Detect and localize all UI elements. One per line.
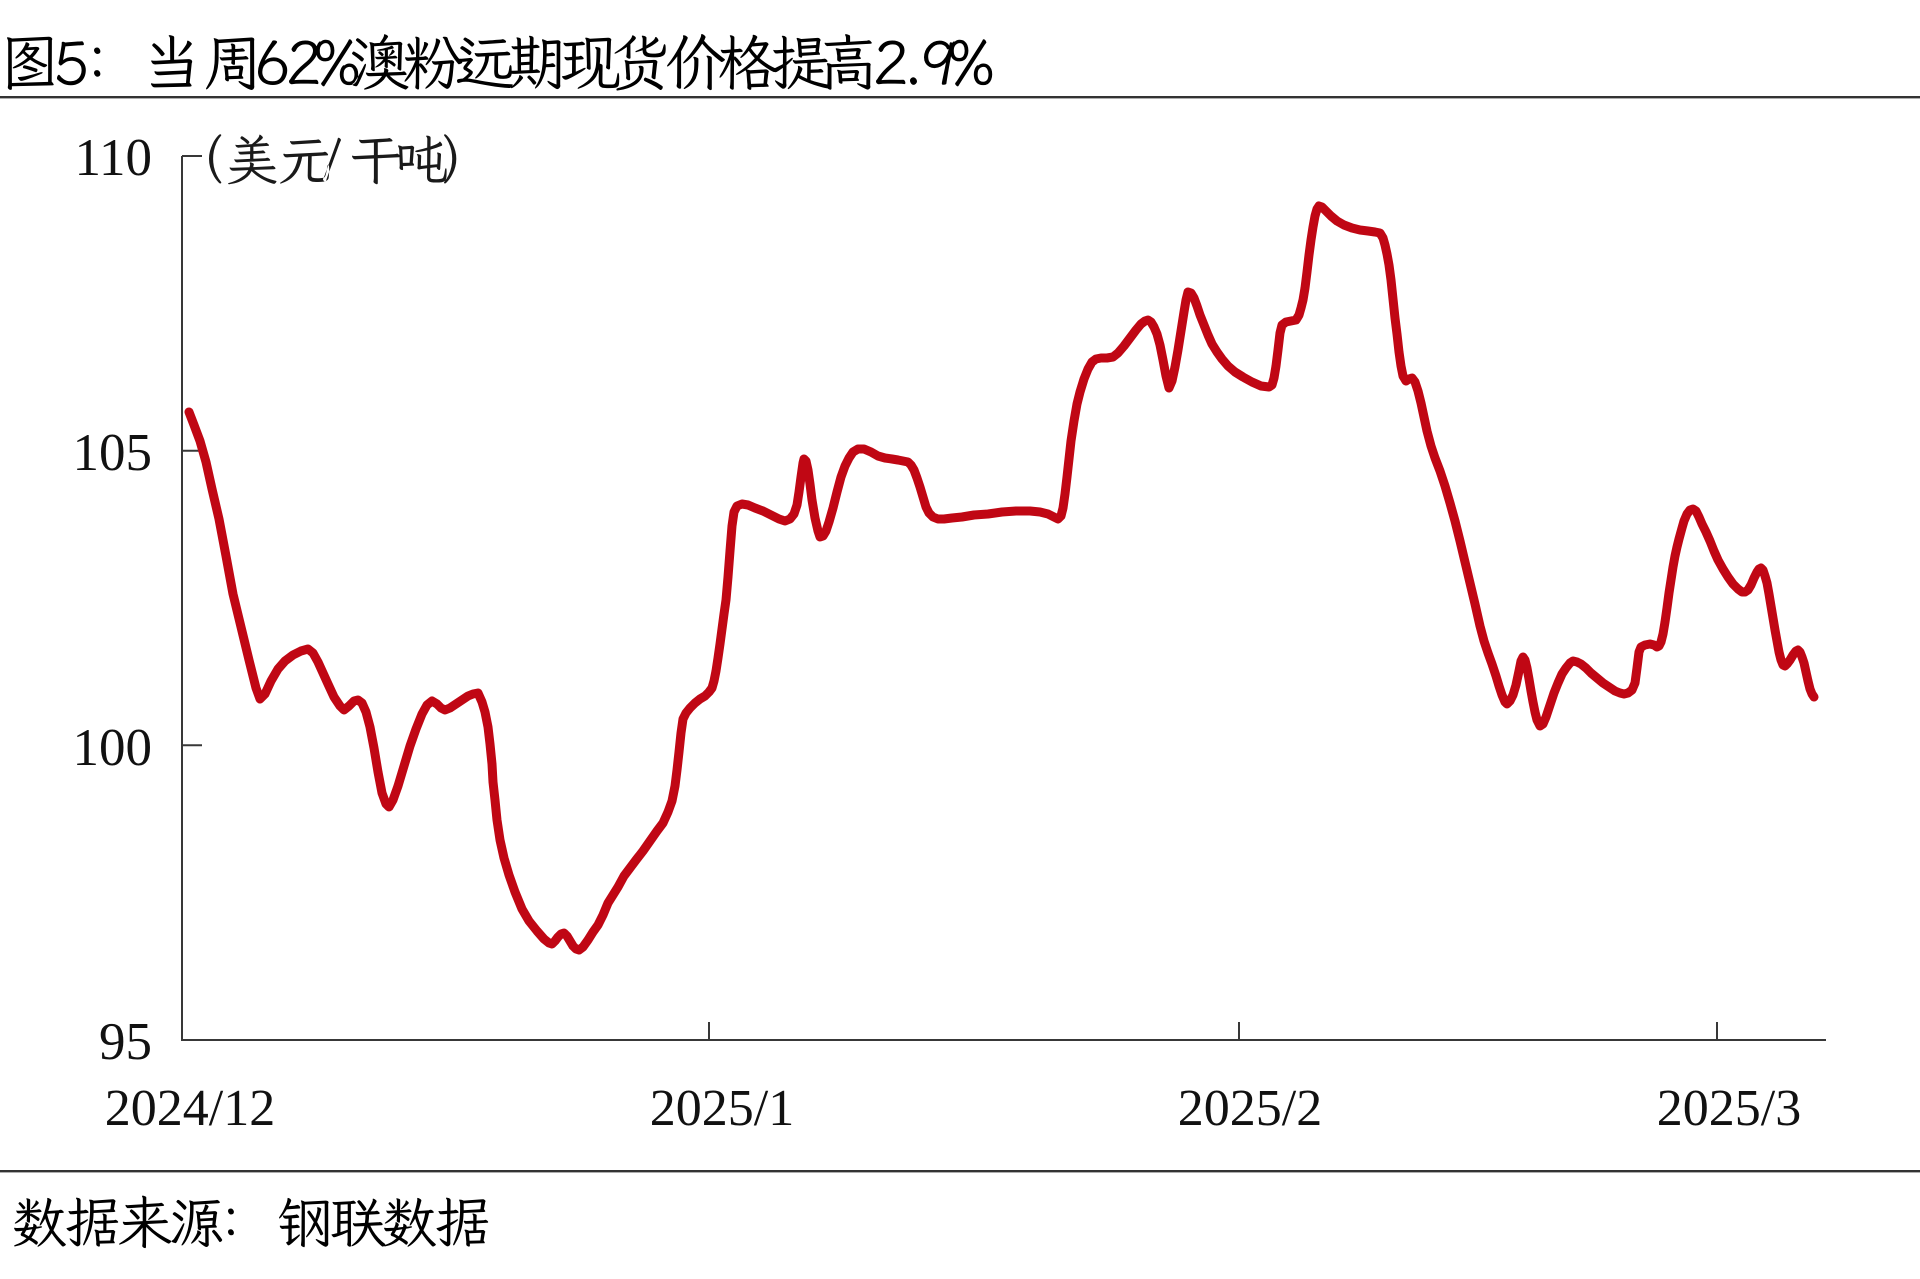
svg-text:95: 95 (99, 1013, 152, 1071)
svg-text:2024/12: 2024/12 (105, 1080, 275, 1137)
svg-text:2025/1: 2025/1 (650, 1080, 794, 1137)
svg-text:2025/3: 2025/3 (1657, 1080, 1801, 1137)
svg-text:105: 105 (73, 424, 153, 482)
svg-text:110: 110 (74, 129, 152, 187)
svg-text:100: 100 (73, 719, 153, 777)
svg-text:2025/2: 2025/2 (1178, 1080, 1322, 1137)
